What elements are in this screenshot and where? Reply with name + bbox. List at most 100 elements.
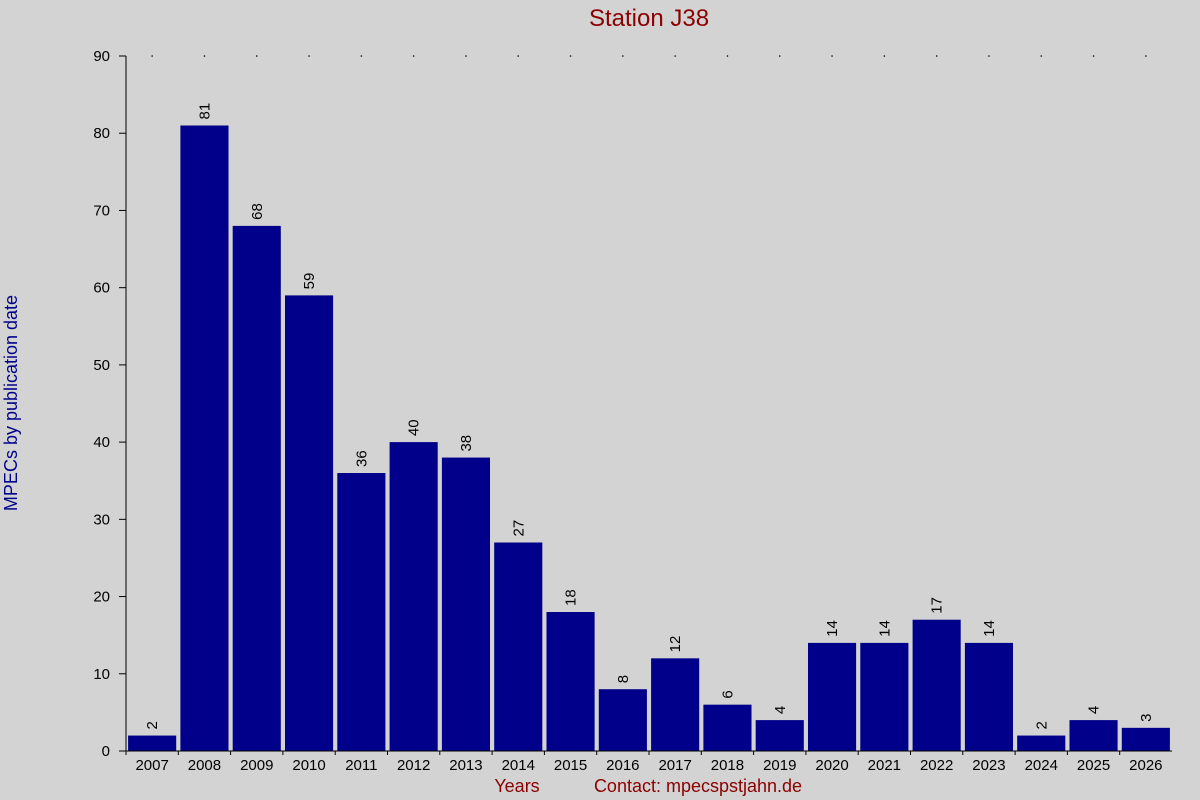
- data-label-2020: 14: [824, 620, 841, 637]
- x-tick-label-2026: 2026: [1129, 757, 1162, 774]
- data-label-2008: 81: [196, 103, 213, 120]
- data-label-2026: 3: [1138, 713, 1155, 721]
- x-tick-label-2018: 2018: [711, 757, 744, 774]
- x-tick-label-2012: 2012: [397, 757, 430, 774]
- grid-dot: [1040, 55, 1043, 57]
- bar-2023: [964, 642, 1014, 751]
- bar-2022: [912, 619, 961, 751]
- x-tick-label-2017: 2017: [658, 757, 691, 774]
- grid-dot: [778, 55, 781, 57]
- bar-2025: [1069, 720, 1118, 751]
- data-labels: 2 81 68 59 36 40 38 27 18 8 12 6 4 14 14 17 14 2 4 3: [144, 103, 1155, 730]
- bar-2026: [1121, 727, 1170, 751]
- x-axis-ticks: 2007 2008 2009 2010 2011 2012 2013 2014 2015 2016…: [125, 751, 1163, 774]
- x-tick-label-2021: 2021: [868, 757, 901, 774]
- grid-dot: [674, 55, 676, 57]
- bar-2008: [180, 125, 229, 751]
- x-tick-label-2011: 2011: [345, 757, 377, 774]
- bar-2015: [546, 612, 595, 751]
- grid-dot: [831, 55, 833, 57]
- x-tick-label-2013: 2013: [449, 757, 482, 774]
- data-label-2013: 38: [458, 435, 475, 452]
- y-tick-label-90: 90: [93, 48, 110, 65]
- x-tick-label-2016: 2016: [606, 757, 639, 774]
- data-label-2021: 14: [876, 620, 893, 637]
- bar-2007: [128, 735, 177, 751]
- x-tick-label-2015: 2015: [554, 757, 587, 774]
- y-axis-ticks: 0 10 20 30 40 50 60 70 80 90: [93, 48, 126, 760]
- bar-2010: [284, 295, 334, 751]
- bar-2017: [651, 658, 700, 751]
- contact-label: Contact: mpecspstjahn.de: [594, 776, 802, 796]
- bar-2014: [494, 542, 543, 751]
- y-tick-label-0: 0: [102, 743, 110, 760]
- x-tick-label-2007: 2007: [135, 757, 168, 774]
- grid-dot: [360, 55, 363, 57]
- x-tick-label-2025: 2025: [1077, 757, 1110, 774]
- data-label-2009: 68: [249, 203, 266, 220]
- x-tick-label-2014: 2014: [502, 757, 535, 774]
- data-label-2019: 4: [772, 706, 789, 714]
- y-tick-label-50: 50: [93, 357, 110, 374]
- bars: [128, 125, 1170, 751]
- bar-2020: [807, 642, 857, 751]
- grid-dot: [1145, 55, 1147, 57]
- x-tick-label-2020: 2020: [815, 757, 848, 774]
- bar-2013: [441, 457, 491, 751]
- x-tick-label-2024: 2024: [1025, 757, 1058, 774]
- data-label-2015: 18: [563, 589, 580, 606]
- grid-dot: [569, 55, 572, 57]
- x-tick-label-2023: 2023: [972, 757, 1005, 774]
- grid-dot: [412, 55, 415, 57]
- y-tick-label-20: 20: [93, 589, 110, 606]
- grid-dot: [308, 55, 310, 57]
- data-label-2024: 2: [1033, 721, 1050, 729]
- y-tick-label-80: 80: [93, 125, 110, 142]
- grid-dot: [1092, 55, 1095, 57]
- y-tick-label-60: 60: [93, 280, 110, 297]
- bar-2024: [1017, 735, 1066, 751]
- data-label-2011: 36: [353, 450, 370, 467]
- grid-dot: [255, 55, 258, 57]
- chart-title: Station J38: [589, 5, 709, 32]
- x-axis-label: Years: [494, 776, 539, 796]
- x-tick-label-2022: 2022: [920, 757, 953, 774]
- bar-2012: [389, 442, 438, 751]
- bar-2016: [598, 689, 647, 751]
- bar-2011: [337, 473, 386, 751]
- grid-dot: [517, 55, 520, 57]
- grid-dot: [935, 55, 938, 57]
- y-tick-label-70: 70: [93, 202, 110, 219]
- grid-dots: [151, 55, 1147, 57]
- grid-dot: [726, 55, 729, 57]
- data-label-2010: 59: [301, 273, 318, 290]
- data-label-2014: 27: [510, 520, 527, 537]
- data-label-2012: 40: [406, 419, 423, 436]
- x-tick-label-2008: 2008: [188, 757, 221, 774]
- data-label-2007: 2: [144, 721, 161, 729]
- data-label-2025: 4: [1086, 706, 1103, 714]
- grid-dot: [988, 55, 990, 57]
- grid-dot: [465, 55, 467, 57]
- bar-2018: [703, 704, 752, 751]
- grid-dot: [151, 55, 153, 57]
- y-axis-label: MPECs by publication date: [1, 295, 21, 511]
- x-tick-label-2009: 2009: [240, 757, 273, 774]
- grid-dot: [203, 55, 206, 57]
- y-tick-label-30: 30: [93, 511, 110, 528]
- data-label-2018: 6: [719, 690, 736, 698]
- y-tick-label-10: 10: [93, 666, 110, 683]
- y-tick-label-40: 40: [93, 434, 110, 451]
- data-label-2016: 8: [615, 675, 632, 683]
- x-tick-label-2019: 2019: [763, 757, 796, 774]
- bar-2021: [860, 642, 909, 751]
- grid-dot: [883, 55, 886, 57]
- data-label-2022: 17: [929, 597, 946, 614]
- bar-2009: [232, 225, 281, 751]
- x-tick-label-2010: 2010: [292, 757, 325, 774]
- bar-2019: [755, 720, 804, 751]
- grid-dot: [622, 55, 624, 57]
- data-label-2023: 14: [981, 620, 998, 637]
- data-label-2017: 12: [667, 636, 684, 653]
